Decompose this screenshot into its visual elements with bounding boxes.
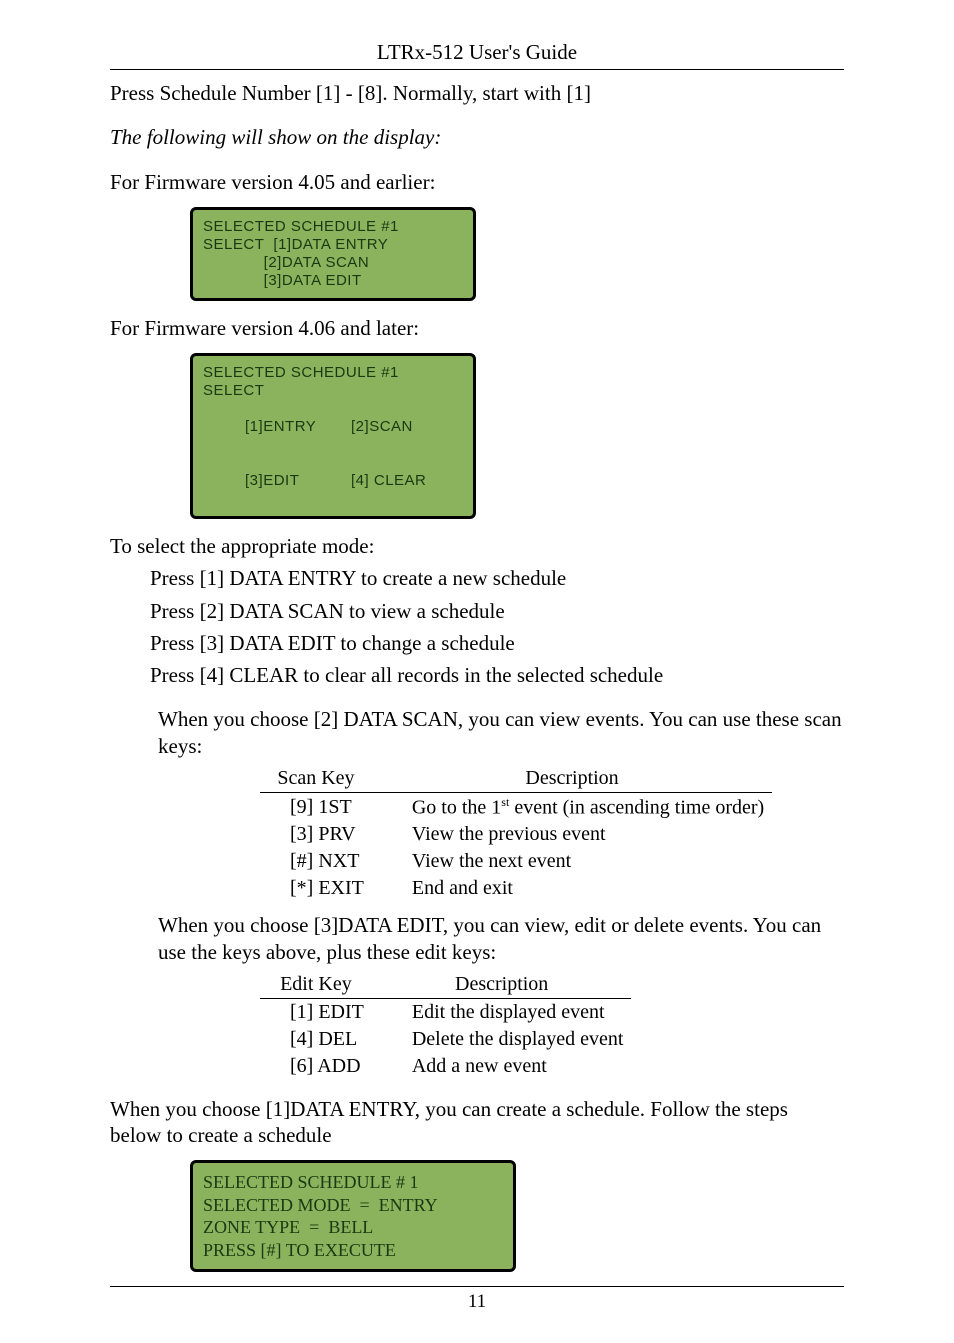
edit-col-key: Edit Key (260, 971, 372, 999)
table-header-row: Edit Key Description (260, 971, 631, 999)
table-row: [3] PRV View the previous event (260, 821, 772, 848)
edit-col-desc: Description (372, 971, 632, 999)
lcd2-line2: SELECT (203, 382, 463, 400)
edit-desc-1: Delete the displayed event (372, 1026, 632, 1053)
table-row: [1] EDIT Edit the displayed event (260, 998, 631, 1026)
select-mode-1: Press [1] DATA ENTRY to create a new sch… (110, 565, 844, 591)
table-row: [*] EXIT End and exit (260, 875, 772, 902)
footer-rule (110, 1286, 844, 1287)
table-row: [9] 1ST Go to the 1st event (in ascendin… (260, 792, 772, 821)
lcd1-line3: [2]DATA SCAN (203, 254, 463, 272)
edit-desc-2: Add a new event (372, 1053, 632, 1080)
lcd1-line2: SELECT [1]DATA ENTRY (203, 236, 463, 254)
lcd1-line4: [3]DATA EDIT (203, 272, 463, 290)
lcd-display-405: SELECTED SCHEDULE #1 SELECT [1]DATA ENTR… (190, 207, 476, 301)
select-mode-3: Press [3] DATA EDIT to change a schedule (110, 630, 844, 656)
edit-key-2: [6] ADD (260, 1053, 372, 1080)
intro-line-2: The following will show on the display: (110, 124, 844, 150)
edit-key-0: [1] EDIT (260, 998, 372, 1026)
scan-key-1: [3] PRV (260, 821, 372, 848)
lcd3-line3: ZONE TYPE = BELL (203, 1216, 503, 1239)
entry-intro: When you choose [1]DATA ENTRY, you can c… (110, 1096, 844, 1149)
lcd2-line1: SELECTED SCHEDULE #1 (203, 364, 463, 382)
select-mode-4: Press [4] CLEAR to clear all records in … (110, 662, 844, 688)
intro-line-3: For Firmware version 4.05 and earlier: (110, 169, 844, 195)
table-header-row: Scan Key Description (260, 765, 772, 793)
lcd1-line1: SELECTED SCHEDULE #1 (203, 218, 463, 236)
header-title: LTRx-512 User's Guide (110, 40, 844, 65)
intro-line-1: Press Schedule Number [1] - [8]. Normall… (110, 80, 844, 106)
lcd2-line3: [1]ENTRY[2]SCAN (203, 400, 463, 454)
edit-intro: When you choose [3]DATA EDIT, you can vi… (110, 912, 844, 965)
lcd3-line4: PRESS [#] TO EXECUTE (203, 1239, 503, 1262)
scan-desc-2: View the next event (372, 848, 772, 875)
lcd-display-entry: SELECTED SCHEDULE # 1 SELECTED MODE = EN… (190, 1160, 516, 1272)
scan-key-2: [#] NXT (260, 848, 372, 875)
table-row: [6] ADD Add a new event (260, 1053, 631, 1080)
table-row: [4] DEL Delete the displayed event (260, 1026, 631, 1053)
edit-key-1: [4] DEL (260, 1026, 372, 1053)
scan-col-key: Scan Key (260, 765, 372, 793)
lcd2-line4: [3]EDIT[4] CLEAR (203, 454, 463, 508)
scan-col-desc: Description (372, 765, 772, 793)
lcd-display-406: SELECTED SCHEDULE #1 SELECT [1]ENTRY[2]S… (190, 353, 476, 519)
table-row: [#] NXT View the next event (260, 848, 772, 875)
scan-key-3: [*] EXIT (260, 875, 372, 902)
scan-desc-0: Go to the 1st event (in ascending time o… (372, 792, 772, 821)
scan-desc-3: End and exit (372, 875, 772, 902)
scan-desc-1: View the previous event (372, 821, 772, 848)
scan-key-0: [9] 1ST (260, 792, 372, 821)
edit-key-table: Edit Key Description [1] EDIT Edit the d… (260, 971, 631, 1080)
select-mode-heading: To select the appropriate mode: (110, 533, 844, 559)
lcd3-line1: SELECTED SCHEDULE # 1 (203, 1171, 503, 1194)
edit-desc-0: Edit the displayed event (372, 998, 632, 1026)
header-rule (110, 69, 844, 70)
lcd3-line2: SELECTED MODE = ENTRY (203, 1194, 503, 1217)
page: LTRx-512 User's Guide Press Schedule Num… (0, 0, 954, 1343)
select-mode-2: Press [2] DATA SCAN to view a schedule (110, 598, 844, 624)
scan-intro: When you choose [2] DATA SCAN, you can v… (110, 706, 844, 759)
page-number: 11 (110, 1291, 844, 1313)
scan-key-table: Scan Key Description [9] 1ST Go to the 1… (260, 765, 772, 903)
intro-line-4: For Firmware version 4.06 and later: (110, 315, 844, 341)
